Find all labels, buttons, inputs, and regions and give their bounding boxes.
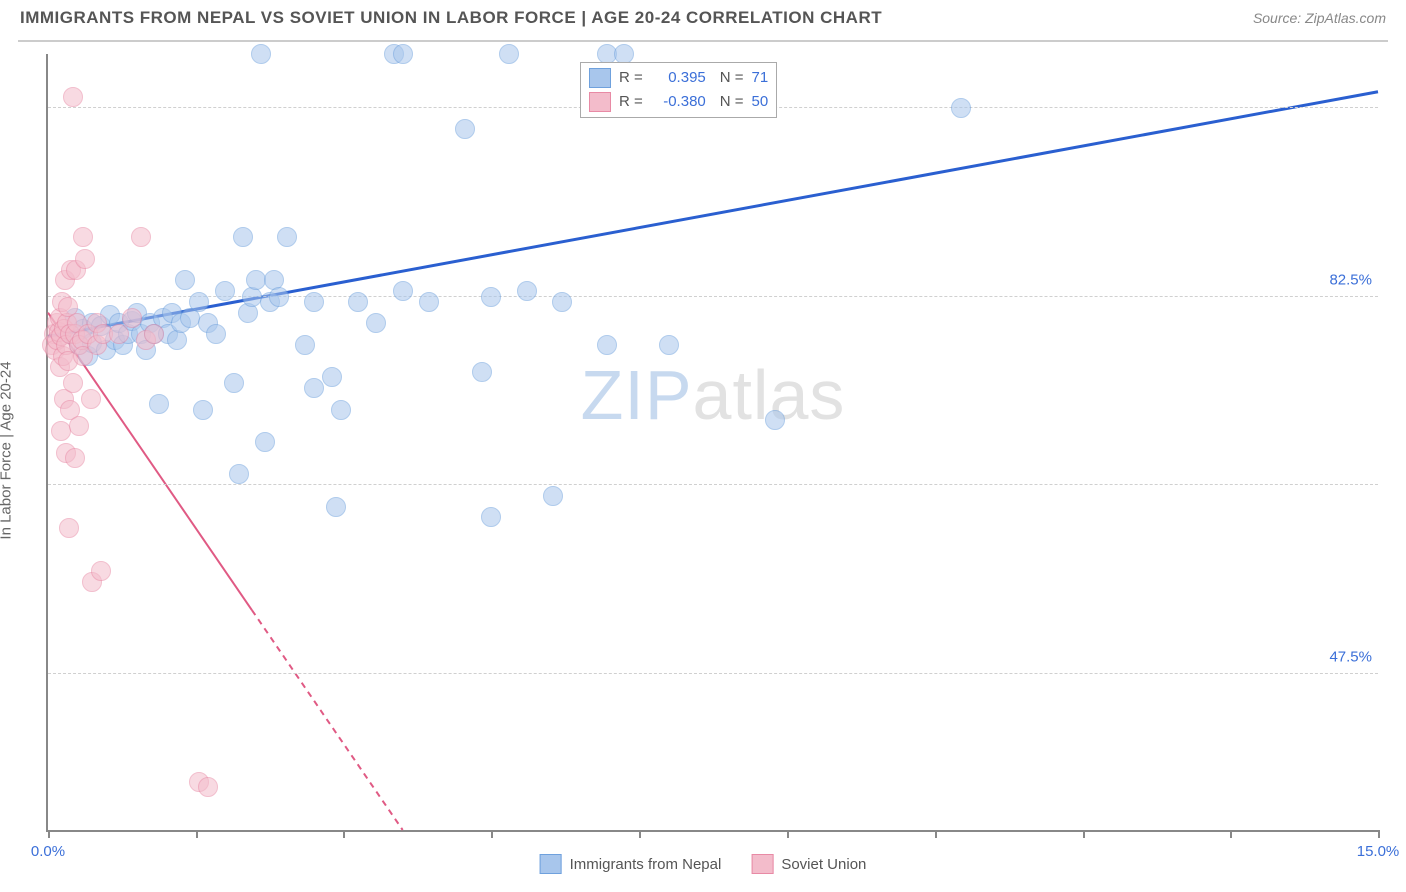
- r-label: R =: [619, 69, 643, 86]
- scatter-point: [543, 486, 563, 506]
- legend-swatch: [589, 68, 611, 88]
- scatter-point: [122, 308, 142, 328]
- scatter-point: [517, 281, 537, 301]
- legend-label: Soviet Union: [781, 856, 866, 873]
- scatter-point: [277, 227, 297, 247]
- scatter-point: [597, 335, 617, 355]
- scatter-point: [765, 410, 785, 430]
- scatter-point: [198, 777, 218, 797]
- scatter-point: [131, 227, 151, 247]
- scatter-point: [481, 287, 501, 307]
- scatter-point: [304, 292, 324, 312]
- correlation-legend: R = 0.395 N = 71 R = -0.380 N = 50: [580, 62, 777, 118]
- scatter-point: [552, 292, 572, 312]
- x-tick: [639, 830, 641, 838]
- chart-title: IMMIGRANTS FROM NEPAL VS SOVIET UNION IN…: [20, 8, 882, 28]
- x-tick: [48, 830, 50, 838]
- scatter-point: [659, 335, 679, 355]
- scatter-point: [65, 448, 85, 468]
- x-tick-label: 0.0%: [31, 843, 65, 860]
- scatter-point: [366, 313, 386, 333]
- scatter-point: [229, 464, 249, 484]
- scatter-point: [269, 287, 289, 307]
- legend-item: Immigrants from Nepal: [540, 854, 722, 874]
- correlation-row: R = 0.395 N = 71: [589, 66, 768, 90]
- scatter-point: [331, 400, 351, 420]
- x-tick: [343, 830, 345, 838]
- n-label: N =: [720, 69, 744, 86]
- scatter-plot: ZIPatlas 47.5%82.5%0.0%15.0%R =0.395N =7…: [46, 54, 1378, 832]
- scatter-point: [73, 227, 93, 247]
- scatter-point: [255, 432, 275, 452]
- x-tick-label: 15.0%: [1357, 843, 1400, 860]
- scatter-point: [251, 44, 271, 64]
- scatter-point: [393, 281, 413, 301]
- scatter-point: [304, 378, 324, 398]
- scatter-point: [81, 389, 101, 409]
- scatter-point: [295, 335, 315, 355]
- r-label: R =: [619, 93, 643, 110]
- r-value: 0.395: [651, 69, 706, 86]
- x-tick: [935, 830, 937, 838]
- y-tick-label: 82.5%: [1329, 271, 1372, 288]
- scatter-point: [63, 373, 83, 393]
- scatter-point: [224, 373, 244, 393]
- scatter-point: [499, 44, 519, 64]
- scatter-point: [322, 367, 342, 387]
- scatter-point: [59, 518, 79, 538]
- scatter-point: [348, 292, 368, 312]
- n-value: 71: [752, 69, 769, 86]
- x-tick: [491, 830, 493, 838]
- scatter-point: [472, 362, 492, 382]
- scatter-point: [326, 497, 346, 517]
- x-tick: [1230, 830, 1232, 838]
- legend-label: Immigrants from Nepal: [570, 856, 722, 873]
- scatter-point: [189, 292, 209, 312]
- r-value: -0.380: [651, 93, 706, 110]
- legend-swatch: [589, 92, 611, 112]
- scatter-point: [193, 400, 213, 420]
- scatter-point: [175, 270, 195, 290]
- y-tick-label: 47.5%: [1329, 648, 1372, 665]
- scatter-point: [149, 394, 169, 414]
- scatter-point: [951, 98, 971, 118]
- n-value: 50: [752, 93, 769, 110]
- x-tick: [196, 830, 198, 838]
- legend-swatch: [540, 854, 562, 874]
- scatter-point: [144, 324, 164, 344]
- legend-swatch: [751, 854, 773, 874]
- scatter-point: [109, 324, 129, 344]
- scatter-point: [91, 561, 111, 581]
- n-label: N =: [720, 93, 744, 110]
- series-legend: Immigrants from Nepal Soviet Union: [540, 854, 867, 874]
- scatter-point: [393, 44, 413, 64]
- scatter-point: [69, 416, 89, 436]
- x-tick: [787, 830, 789, 838]
- y-axis-label: In Labor Force | Age 20-24: [0, 361, 15, 539]
- watermark: ZIPatlas: [581, 355, 846, 435]
- scatter-point: [206, 324, 226, 344]
- gridline-h: [48, 484, 1378, 485]
- scatter-point: [215, 281, 235, 301]
- correlation-row: R = -0.380 N = 50: [589, 90, 768, 114]
- scatter-point: [419, 292, 439, 312]
- gridline-h: [48, 673, 1378, 674]
- source-label: Source: ZipAtlas.com: [1253, 10, 1386, 26]
- scatter-point: [75, 249, 95, 269]
- legend-item: Soviet Union: [751, 854, 866, 874]
- x-tick: [1083, 830, 1085, 838]
- chart-container: In Labor Force | Age 20-24 ZIPatlas 47.5…: [18, 40, 1388, 842]
- trend-lines: [48, 54, 1378, 830]
- scatter-point: [63, 87, 83, 107]
- scatter-point: [481, 507, 501, 527]
- scatter-point: [455, 119, 475, 139]
- watermark-zip: ZIP: [581, 356, 693, 434]
- scatter-point: [233, 227, 253, 247]
- x-tick: [1378, 830, 1380, 838]
